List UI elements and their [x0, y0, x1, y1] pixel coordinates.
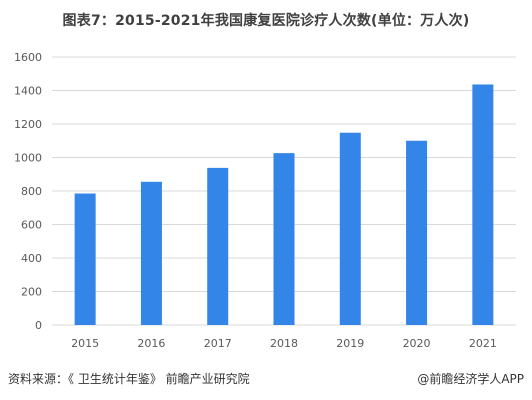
y-axis-ticks: 0 200 400 600 800 1000 1200 1400 1600	[14, 51, 42, 332]
chart-title: 图表7：2015-2021年我国康复医院诊疗人次数(单位：万人次)	[62, 13, 470, 29]
y-tick-label: 0	[35, 319, 42, 332]
bar-2021	[472, 84, 494, 325]
x-axis-ticks: 2015 2016 2017 2018 2019 2020 2021	[71, 337, 497, 350]
x-tick-label: 2017	[204, 337, 232, 350]
y-tick-label: 1200	[14, 118, 42, 131]
y-tick-label: 200	[21, 286, 42, 299]
x-tick-label: 2018	[270, 337, 298, 350]
source-note: 资料来源：《 卫生统计年鉴》 前瞻产业研究院	[8, 372, 250, 386]
y-tick-label: 1600	[14, 51, 42, 64]
bars	[74, 84, 494, 325]
y-tick-label: 1400	[14, 85, 42, 98]
bar-2017	[207, 167, 229, 325]
bar-2018	[273, 153, 295, 325]
y-tick-label: 600	[21, 219, 42, 232]
x-tick-label: 2015	[71, 337, 99, 350]
bar-2019	[339, 132, 361, 325]
x-tick-label: 2019	[336, 337, 364, 350]
y-tick-label: 800	[21, 185, 42, 198]
bar-2015	[74, 193, 96, 325]
x-tick-label: 2021	[469, 337, 497, 350]
brand-label: @前瞻经济学人APP	[417, 372, 524, 386]
x-tick-label: 2016	[137, 337, 165, 350]
x-tick-label: 2020	[403, 337, 431, 350]
bar-2020	[406, 140, 428, 325]
bar-2016	[140, 181, 162, 325]
y-tick-label: 400	[21, 252, 42, 265]
y-tick-label: 1000	[14, 152, 42, 165]
